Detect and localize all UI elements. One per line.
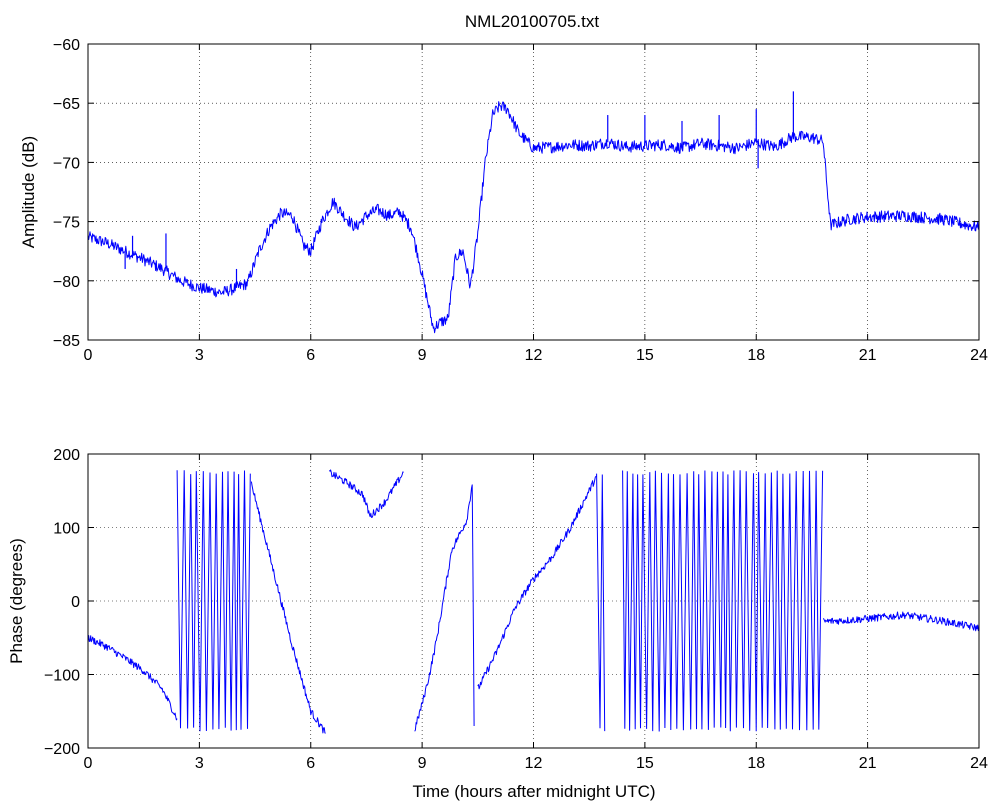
phase-wrap-band xyxy=(596,473,606,732)
amplitude-chart: NML20100705.txt 0 3 6 9 12 15 18 21 24 −60 −65 −70… xyxy=(19,12,988,364)
x-tick-label: 15 xyxy=(636,755,654,772)
x-tick-label: 21 xyxy=(859,755,877,772)
y-tick-label: 200 xyxy=(53,447,80,464)
x-tick-label: 15 xyxy=(636,347,654,364)
x-tick-label: 9 xyxy=(418,347,427,364)
x-tick-label: 18 xyxy=(747,347,765,364)
amplitude-y-ticks: −60 −65 −70 −75 −80 −85 xyxy=(53,37,979,350)
y-tick-label: −75 xyxy=(53,215,80,232)
y-tick-label: −70 xyxy=(53,155,80,172)
phase-wrap-band xyxy=(622,470,824,732)
x-tick-label: 21 xyxy=(859,347,877,364)
amplitude-x-ticks: 0 3 6 9 12 15 18 21 24 xyxy=(84,44,988,364)
x-tick-label: 6 xyxy=(306,347,315,364)
phase-wrap-band xyxy=(176,470,251,732)
x-tick-label: 0 xyxy=(84,347,93,364)
y-tick-label: −100 xyxy=(44,668,80,685)
x-tick-label: 24 xyxy=(970,347,988,364)
phase-y-ticks: 200 100 0 −100 −200 xyxy=(44,447,979,758)
y-tick-label: −85 xyxy=(53,333,80,350)
x-axis-label: Time (hours after midnight UTC) xyxy=(412,782,655,801)
x-tick-label: 6 xyxy=(306,755,315,772)
x-tick-label: 12 xyxy=(525,347,543,364)
amplitude-series xyxy=(87,91,980,334)
x-tick-label: 0 xyxy=(84,755,93,772)
phase-x-ticks: 0 3 6 9 12 15 18 21 24 xyxy=(84,454,988,772)
series-line xyxy=(250,481,326,734)
phase-chart: 0 3 6 9 12 15 18 21 24 200 100 0 −100 −200 Phase (de… xyxy=(7,447,988,801)
y-tick-label: −65 xyxy=(53,96,80,113)
y-tick-label: 0 xyxy=(71,594,80,611)
y-tick-label: −60 xyxy=(53,37,80,54)
series-line xyxy=(87,635,178,721)
series-line xyxy=(414,484,475,732)
y-tick-label: −80 xyxy=(53,274,80,291)
x-tick-label: 9 xyxy=(418,755,427,772)
x-tick-label: 3 xyxy=(195,347,204,364)
chart-title: NML20100705.txt xyxy=(465,12,599,31)
series-line xyxy=(328,469,404,518)
series-line xyxy=(477,475,597,690)
y-axis-label: Phase (degrees) xyxy=(7,538,26,664)
series-line xyxy=(823,611,980,632)
y-axis-label: Amplitude (dB) xyxy=(19,136,38,248)
y-tick-label: 100 xyxy=(53,521,80,538)
y-tick-label: −200 xyxy=(44,741,80,758)
phase-series xyxy=(87,469,980,734)
x-tick-label: 12 xyxy=(525,755,543,772)
x-tick-label: 24 xyxy=(970,755,988,772)
x-tick-label: 18 xyxy=(747,755,765,772)
x-tick-label: 3 xyxy=(195,755,204,772)
